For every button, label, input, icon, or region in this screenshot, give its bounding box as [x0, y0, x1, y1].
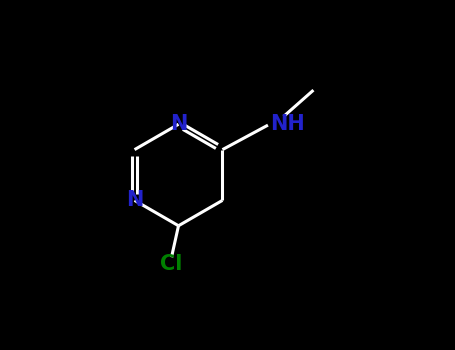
- Text: Cl: Cl: [160, 254, 183, 274]
- Text: N: N: [126, 190, 143, 210]
- Text: N: N: [170, 114, 187, 134]
- Text: NH: NH: [270, 114, 304, 134]
